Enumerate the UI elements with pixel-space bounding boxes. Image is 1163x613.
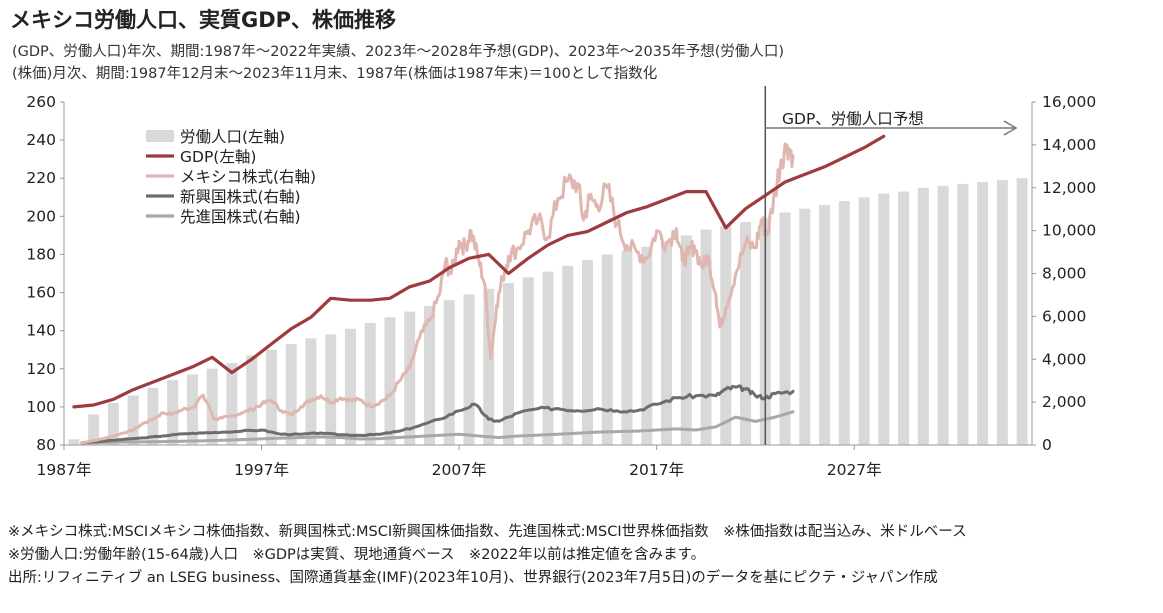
legend-swatch-labor bbox=[146, 130, 174, 142]
y-left-tick-label: 260 bbox=[26, 93, 56, 111]
labor-bar-2030 bbox=[917, 187, 929, 445]
y-left-tick-label: 120 bbox=[26, 360, 56, 378]
forecast-annotation: GDP、労働人口予想 bbox=[764, 86, 1018, 445]
x-tick-label: 2007年 bbox=[432, 461, 487, 479]
forecast-arrow-head bbox=[1003, 120, 1018, 136]
legend-label-developed: 先進国株式(右軸) bbox=[180, 208, 301, 226]
y-left-tick-label: 240 bbox=[26, 131, 56, 149]
labor-bar-2028 bbox=[878, 193, 890, 445]
forecast-label: GDP、労働人口予想 bbox=[782, 110, 924, 128]
labor-bar-1995 bbox=[226, 363, 238, 445]
mexico-equity-line bbox=[80, 142, 795, 445]
labor-bar-2018 bbox=[680, 235, 692, 445]
labor-bar-2012 bbox=[562, 265, 574, 445]
labor-bar-2009 bbox=[502, 283, 514, 445]
labor-bar-1987 bbox=[68, 439, 80, 445]
y-right-tick-label: 2,000 bbox=[1042, 393, 1086, 411]
labor-bar-2025 bbox=[819, 204, 831, 445]
y-right-tick-label: 14,000 bbox=[1042, 136, 1096, 154]
labor-bar-2031 bbox=[937, 185, 949, 445]
series-lines bbox=[72, 134, 886, 445]
labor-bar-1993 bbox=[186, 374, 198, 445]
chart-plot: 80 100 120 140 160 180 200 220 240 260 0 2,000 4,000… bbox=[26, 86, 1096, 479]
labor-bar-2003 bbox=[384, 317, 396, 445]
labor-bar-2000 bbox=[325, 334, 337, 445]
labor-bar-2035 bbox=[1016, 178, 1028, 445]
labor-bar-2023 bbox=[779, 212, 791, 445]
labor-bar-2019 bbox=[700, 229, 712, 445]
footnote-1: ※メキシコ株式:MSCIメキシコ株価指数、新興国株式:MSCI新興国株価指数、先… bbox=[8, 524, 967, 540]
y-right-tick-label: 10,000 bbox=[1042, 222, 1096, 240]
labor-bar-2017 bbox=[661, 241, 673, 445]
chart-subtitle-1: (GDP、労働人口)年次、期間:1987年～2022年実績、2023年～2028… bbox=[12, 44, 785, 60]
labor-bar-2013 bbox=[582, 260, 594, 445]
labor-bar-2032 bbox=[957, 183, 969, 445]
labor-bar-2004 bbox=[404, 311, 416, 445]
y-left-tick-label: 180 bbox=[26, 245, 56, 263]
labor-bar-2014 bbox=[601, 254, 613, 445]
axes: 80 100 120 140 160 180 200 220 240 260 0 2,000 4,000… bbox=[26, 93, 1096, 479]
labor-bar-1990 bbox=[127, 395, 139, 445]
footnote-2: ※労働人口:労働年齢(15-64歳)人口 ※GDPは実質、現地通貨ベース ※20… bbox=[8, 547, 706, 563]
y-right-tick-label: 4,000 bbox=[1042, 350, 1086, 368]
y-left-tick-label: 200 bbox=[26, 207, 56, 225]
labor-bar-1988 bbox=[88, 414, 100, 445]
labor-bar-2010 bbox=[522, 277, 534, 445]
y-left-tick-label: 140 bbox=[26, 322, 56, 340]
labor-bar-1996 bbox=[246, 355, 258, 445]
labor-bar-2027 bbox=[858, 197, 870, 445]
x-tick-label: 2017年 bbox=[629, 461, 684, 479]
chart-subtitle-2: (株価)月次、期間:1987年12月末～2023年11月末、1987年(株価は1… bbox=[12, 66, 658, 82]
labor-bar-2006 bbox=[443, 300, 455, 445]
labor-bar-2005 bbox=[423, 305, 435, 445]
legend-label-labor: 労働人口(左軸) bbox=[180, 128, 285, 146]
labor-bar-1989 bbox=[107, 403, 119, 445]
labor-bar-1999 bbox=[305, 338, 317, 445]
labor-bar-2007 bbox=[463, 294, 475, 445]
y-left-tick-label: 100 bbox=[26, 398, 56, 416]
legend: 労働人口(左軸) GDP(左軸) メキシコ株式(右軸) 新興国株式(右軸) 先進国株式(… bbox=[146, 128, 316, 226]
developed-equity-line bbox=[80, 410, 795, 445]
legend-label-mexico: メキシコ株式(右軸) bbox=[180, 168, 316, 186]
labor-bar-2016 bbox=[641, 246, 653, 445]
y-left-tick-label: 220 bbox=[26, 169, 56, 187]
labor-bar-2029 bbox=[898, 191, 910, 445]
chart-title: メキシコ労働人口、実質GDP、株価推移 bbox=[10, 8, 397, 32]
labor-bar-2002 bbox=[364, 323, 376, 445]
labor-force-bars bbox=[68, 178, 1028, 446]
labor-bar-2008 bbox=[483, 288, 495, 445]
labor-bar-1991 bbox=[147, 387, 159, 445]
y-left-tick-label: 80 bbox=[36, 436, 56, 454]
labor-bar-2034 bbox=[996, 180, 1008, 445]
legend-label-emerging: 新興国株式(右軸) bbox=[180, 188, 301, 206]
footnote-3: 出所:リフィニティブ an LSEG business、国際通貨基金(IMF)(… bbox=[8, 570, 938, 586]
labor-bar-1997 bbox=[265, 349, 277, 445]
labor-bar-2033 bbox=[977, 182, 989, 446]
x-tick-label: 1997年 bbox=[234, 461, 289, 479]
y-right-tick-label: 16,000 bbox=[1042, 93, 1096, 111]
y-right-tick-label: 8,000 bbox=[1042, 265, 1086, 283]
gdp-line bbox=[72, 134, 886, 409]
legend-label-gdp: GDP(左軸) bbox=[180, 148, 256, 166]
labor-bar-2001 bbox=[344, 328, 356, 445]
labor-bar-1998 bbox=[285, 344, 297, 445]
labor-bar-2026 bbox=[838, 201, 850, 445]
labor-bar-2024 bbox=[799, 208, 811, 445]
y-right-tick-label: 6,000 bbox=[1042, 307, 1086, 325]
emerging-equity-line bbox=[80, 384, 795, 445]
labor-bar-1994 bbox=[206, 368, 218, 445]
x-tick-label: 1987年 bbox=[37, 461, 92, 479]
labor-bar-2020 bbox=[720, 225, 732, 445]
y-right-tick-label: 0 bbox=[1042, 436, 1052, 454]
labor-bar-2015 bbox=[621, 250, 633, 445]
labor-bar-2021 bbox=[740, 222, 752, 445]
x-tick-label: 2027年 bbox=[827, 461, 882, 479]
labor-bar-2011 bbox=[542, 271, 554, 445]
y-left-tick-label: 160 bbox=[26, 284, 56, 302]
y-right-tick-label: 12,000 bbox=[1042, 179, 1096, 197]
